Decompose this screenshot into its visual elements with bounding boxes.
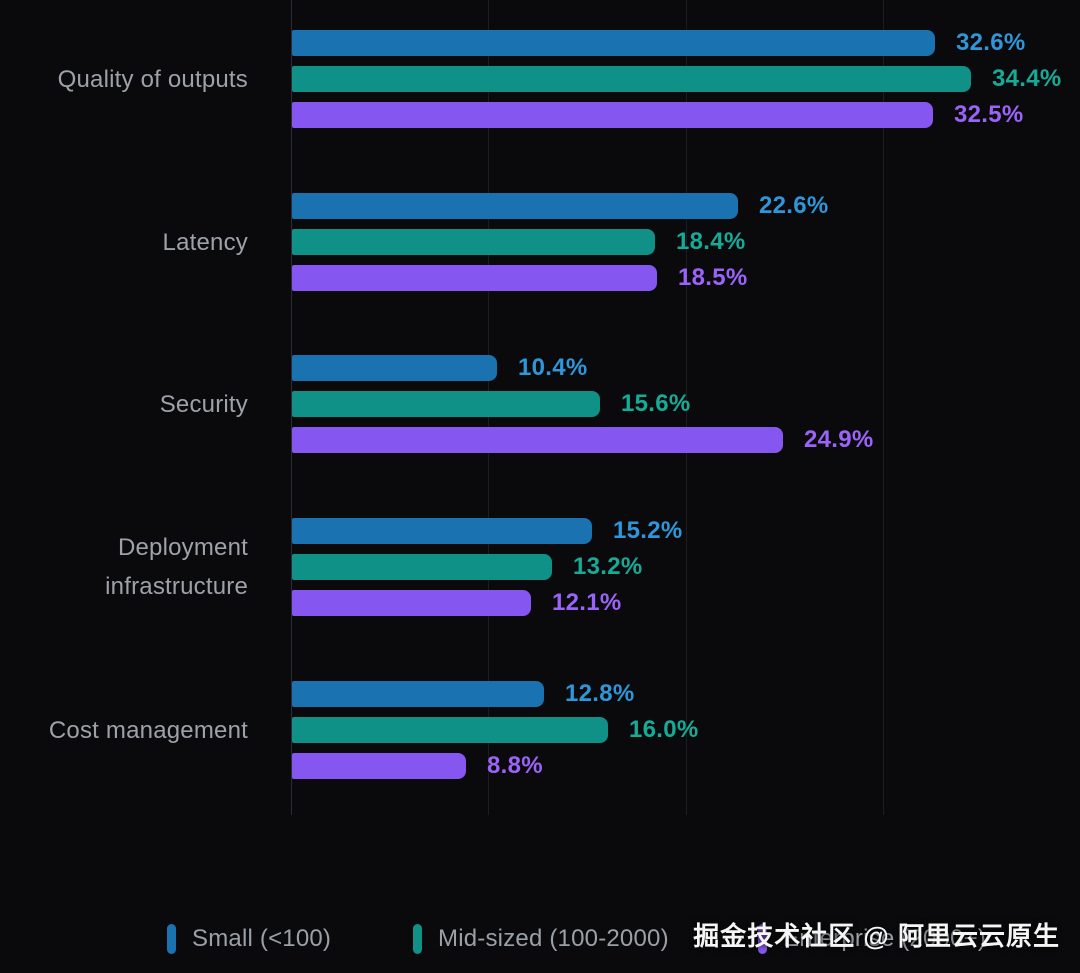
value-label: 12.1%: [552, 589, 622, 616]
watermark: 掘金技术社区 @ 阿里云云原生: [693, 921, 1060, 951]
bar: [292, 102, 933, 128]
category-label: Deployment infrastructure: [105, 534, 248, 600]
bar: [292, 717, 608, 743]
legend-label: Small (<100): [192, 925, 332, 952]
category-label: Latency: [162, 228, 248, 256]
legend-marker-icon: [758, 924, 767, 954]
bar: [292, 391, 600, 417]
bar: [292, 518, 592, 544]
gridline: [686, 0, 687, 815]
legend-item: Enterprise (2000+): [758, 918, 986, 960]
bar: [292, 193, 738, 219]
category-label: Quality of outputs: [57, 65, 248, 93]
value-label: 15.6%: [621, 390, 691, 417]
bar: [292, 30, 935, 56]
legend-label: Mid-sized (100-2000): [438, 925, 669, 952]
value-label: 24.9%: [804, 426, 874, 453]
bar: [292, 66, 971, 92]
value-label: 18.4%: [676, 228, 746, 255]
bar: [292, 590, 531, 616]
bar: [292, 753, 466, 779]
legend-label: Enterprise (2000+): [783, 925, 987, 952]
legend-marker-icon: [167, 924, 176, 954]
legend-item: Small (<100): [167, 918, 331, 960]
value-label: 8.8%: [487, 752, 543, 779]
bar: [292, 681, 544, 707]
bar: [292, 265, 657, 291]
value-label: 10.4%: [518, 354, 588, 381]
plot-area: 32.6% 34.4% 32.5% 22.6% 18.4% 18.5% 10.4% 15.6%…: [291, 0, 1080, 815]
value-label: 34.4%: [992, 65, 1062, 92]
gridline: [883, 0, 884, 815]
bar: [292, 355, 497, 381]
legend: Small (<100) Mid-sized (100-2000) Enterpri…: [0, 918, 1080, 963]
value-label: 18.5%: [678, 264, 748, 291]
value-label: 32.6%: [956, 29, 1026, 56]
value-label: 16.0%: [629, 716, 699, 743]
value-label: 13.2%: [573, 553, 643, 580]
value-label: 32.5%: [954, 101, 1024, 128]
category-label: Cost management: [48, 716, 248, 744]
bar: [292, 427, 783, 453]
legend-item: Mid-sized (100-2000): [413, 918, 669, 960]
value-label: 12.8%: [565, 680, 635, 707]
bar: [292, 554, 552, 580]
legend-marker-icon: [413, 924, 422, 954]
y-axis-line: [291, 0, 292, 815]
value-label: 22.6%: [759, 192, 829, 219]
bar: [292, 229, 655, 255]
category-label: Security: [159, 390, 248, 418]
value-label: 15.2%: [613, 517, 683, 544]
